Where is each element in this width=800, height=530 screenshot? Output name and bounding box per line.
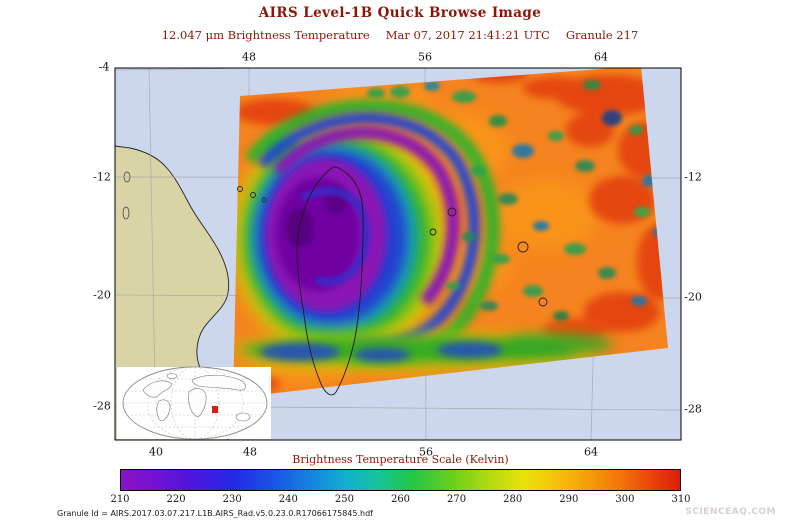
colorbar-tick: 260 — [390, 494, 411, 505]
coastal-island — [122, 206, 130, 220]
inset-world-map — [117, 366, 271, 440]
lat-tick-left: -12 — [93, 170, 111, 184]
colorbar-tick: 250 — [334, 494, 354, 505]
lon-tick-top: 64 — [594, 50, 608, 64]
lat-tick-right: -28 — [684, 402, 702, 416]
satellite-swath — [233, 68, 668, 398]
colorbar-tick: 230 — [222, 494, 242, 505]
lon-tick-top: 56 — [418, 50, 432, 64]
cyclone-purple-arm — [273, 125, 460, 307]
lat-tick-right: -12 — [684, 170, 702, 184]
madagascar-coastline — [296, 166, 364, 396]
colorbar-tick: 300 — [615, 494, 635, 505]
colorbar-label: Brightness Temperature Scale (Kelvin) — [292, 453, 509, 466]
subtitle-granule: Granule 217 — [565, 28, 639, 42]
lon-tick-top: 48 — [242, 50, 256, 64]
colorbar-tick: 280 — [503, 494, 523, 505]
small-island-outlines — [237, 186, 548, 307]
colorbar-tick: 240 — [278, 494, 298, 505]
inset-location-marker — [212, 406, 218, 413]
lat-tick-right: -20 — [684, 290, 702, 304]
lat-tick-left: -28 — [93, 399, 111, 413]
page-subtitle: 12.047 μm Brightness Temperature Mar 07,… — [0, 28, 800, 42]
cyclone-inner-curl — [300, 187, 371, 286]
colorbar-tick: 270 — [447, 494, 467, 505]
map-frame — [114, 67, 682, 441]
colorbar-gradient — [120, 469, 681, 491]
lat-tick-left: -20 — [93, 288, 111, 302]
lon-tick-bottom: 64 — [584, 445, 598, 459]
lat-tick-left: -4 — [98, 60, 110, 74]
inset-continents — [142, 373, 251, 422]
subtitle-variable: 12.047 μm Brightness Temperature — [161, 28, 370, 42]
cyclone — [233, 98, 500, 367]
lon-tick-bottom: 56 — [419, 445, 433, 459]
colorbar-tick: 220 — [166, 494, 186, 505]
colorbar-ticks: 210 220 230 240 250 260 270 280 290 300 310 — [110, 494, 690, 507]
colorbar-tick: 210 — [110, 494, 130, 505]
lon-tick-bottom: 48 — [243, 445, 257, 459]
southern-cloud-band — [233, 333, 613, 370]
page-title: AIRS Level-1B Quick Browse Image — [258, 5, 542, 21]
subtitle-datetime: Mar 07, 2017 21:41:21 UTC — [385, 28, 550, 42]
colorbar-tick: 290 — [559, 494, 579, 505]
granule-id-text: Granule Id = AIRS.2017.03.07.217.L1B.AIR… — [57, 509, 373, 518]
colorbar-tick: 310 — [671, 494, 691, 505]
watermark-text: SCIENCEAQ.COM — [685, 507, 776, 517]
lon-tick-bottom: 40 — [149, 445, 163, 459]
